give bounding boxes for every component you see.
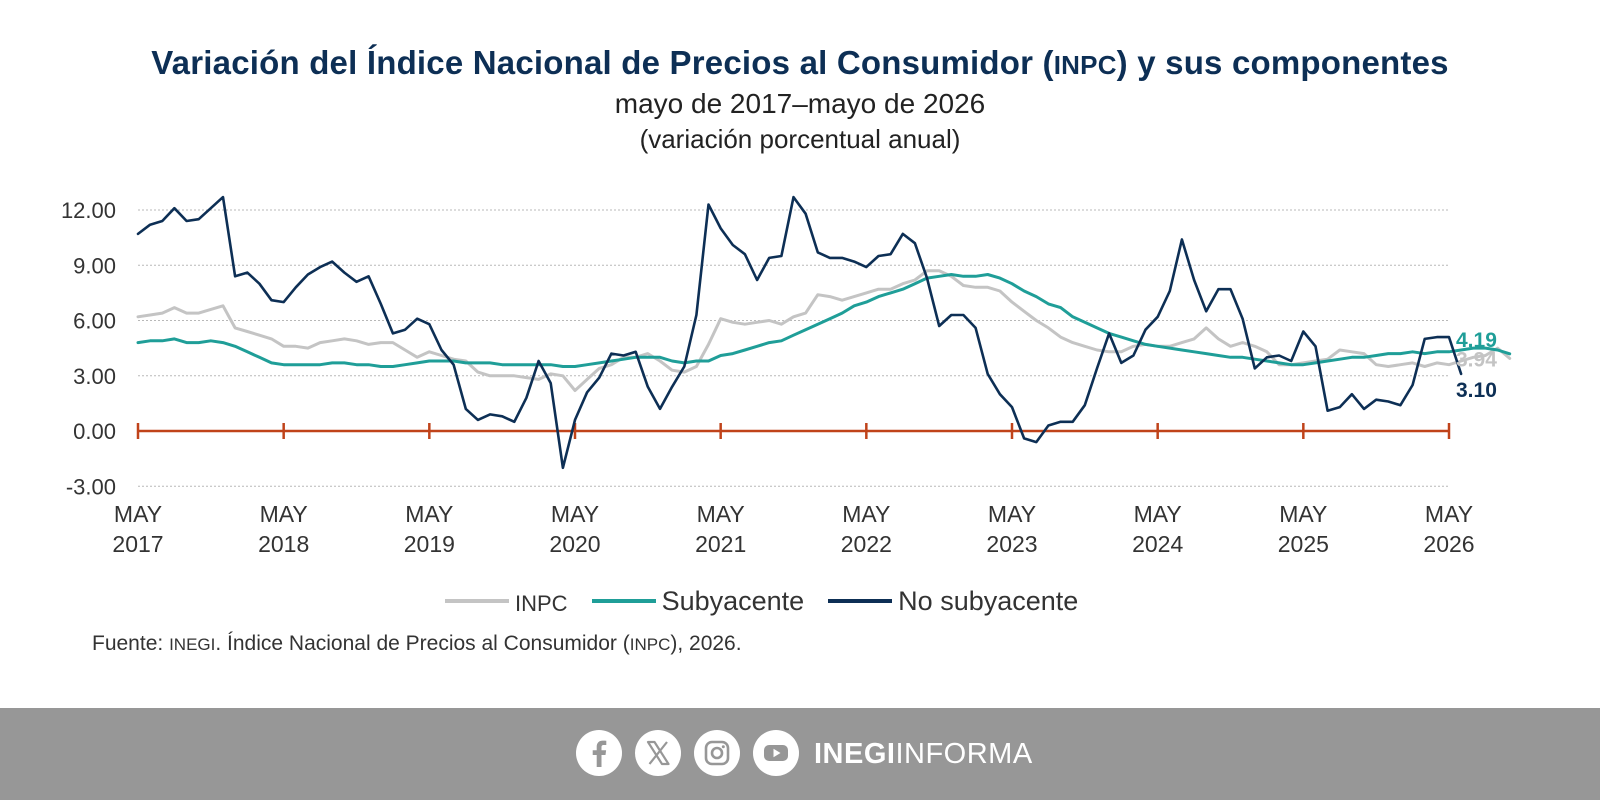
title-part-a: Variación del Índice Nacional de Precios…: [151, 44, 1054, 81]
source-mid: . Índice Nacional de Precios al Consumid…: [215, 632, 630, 655]
y-tick-label: 3.00: [73, 364, 116, 389]
x-twitter-icon[interactable]: [635, 730, 681, 776]
y-tick-label: 9.00: [73, 253, 116, 278]
x-tick-month: MAY: [842, 501, 890, 527]
x-tick-year: 2026: [1423, 531, 1474, 557]
series-lines: [136, 195, 1512, 470]
x-tick-year: 2018: [258, 531, 309, 557]
legend-item-subyacente: Subyacente: [591, 585, 805, 617]
chart-subtitle: mayo de 2017–mayo de 2026: [614, 88, 986, 119]
legend: INPC Subyacente No subyacente: [445, 583, 1102, 619]
chart-units: (variación porcentual anual): [639, 124, 961, 154]
line-chart: 12.00 9.00 6.00 3.00 0.00 -3.00 MAY 2017 MAY 201…: [61, 195, 1512, 557]
x-axis: MAY 2017 MAY 2018 MAY 2019 MAY 2020 MAY 2021 MAY 20…: [112, 423, 1475, 557]
y-axis: 12.00 9.00 6.00 3.00 0.00 -3.00: [61, 198, 116, 499]
x-tick-year: 2020: [549, 531, 600, 557]
x-tick-year: 2023: [986, 531, 1037, 557]
youtube-icon[interactable]: [753, 730, 799, 776]
legend-swatch-inpc: [445, 599, 509, 603]
source-note: Fuente: INEGI. Índice Nacional de Precio…: [92, 632, 742, 656]
source-abbr: INPC: [629, 635, 671, 654]
legend-label-subyacente: Subyacente: [661, 585, 805, 616]
social-icons: [576, 730, 812, 776]
x-tick-month: MAY: [114, 501, 162, 527]
y-tick-label: 12.00: [61, 198, 116, 223]
series-line-no-subyacente: [136, 195, 1463, 470]
facebook-icon[interactable]: [576, 730, 622, 776]
y-tick-label: 6.00: [73, 309, 116, 334]
legend-swatch-subyacente: [591, 599, 656, 603]
title-abbr: INPC: [1053, 50, 1117, 80]
instagram-icon[interactable]: [694, 730, 740, 776]
x-tick-month: MAY: [1134, 501, 1182, 527]
source-org: INEGI: [169, 635, 216, 654]
x-tick-month: MAY: [405, 501, 453, 527]
x-tick-year: 2017: [112, 531, 163, 557]
legend-label-no-subyacente: No subyacente: [898, 585, 1079, 616]
x-tick-month: MAY: [988, 501, 1036, 527]
x-tick-year: 2024: [1132, 531, 1183, 557]
x-tick-month: MAY: [260, 501, 308, 527]
brand-bold: INEGI: [814, 738, 896, 770]
legend-item-no-subyacente: No subyacente: [828, 586, 1078, 617]
title-part-b: ) y sus componentes: [1116, 44, 1449, 81]
x-tick-month: MAY: [1279, 501, 1327, 527]
chart-title: Variación del Índice Nacional de Precios…: [0, 44, 1600, 82]
gridlines: [138, 209, 1449, 487]
x-tick-year: 2022: [841, 531, 892, 557]
x-tick-month: MAY: [551, 501, 599, 527]
legend-label-inpc: INPC: [515, 591, 568, 616]
brand-rest: INFORMA: [895, 738, 1033, 770]
legend-item-inpc: INPC: [445, 585, 568, 617]
y-tick-label: -3.00: [66, 474, 116, 499]
end-label-subyacente: 4.19: [1456, 329, 1497, 352]
y-tick-label: 0.00: [73, 419, 116, 444]
end-label-no-subyacente: 3.10: [1456, 379, 1497, 402]
x-tick-month: MAY: [697, 501, 745, 527]
x-tick-month: MAY: [1425, 501, 1473, 527]
end-label-inpc: 3.94: [1456, 348, 1497, 371]
footer-bar: INEGIINFORMA: [0, 708, 1600, 800]
series-line-subyacente: [136, 273, 1512, 368]
x-tick-year: 2019: [404, 531, 455, 557]
end-labels: 3.944.19 3.10: [1456, 329, 1497, 402]
x-tick-year: 2025: [1278, 531, 1329, 557]
legend-swatch-no-subyacente: [828, 599, 893, 603]
brand-wordmark[interactable]: INEGIINFORMA: [814, 738, 1033, 771]
source-prefix: Fuente:: [92, 632, 170, 655]
x-tick-year: 2021: [695, 531, 746, 557]
source-suffix: ), 2026.: [670, 632, 742, 655]
